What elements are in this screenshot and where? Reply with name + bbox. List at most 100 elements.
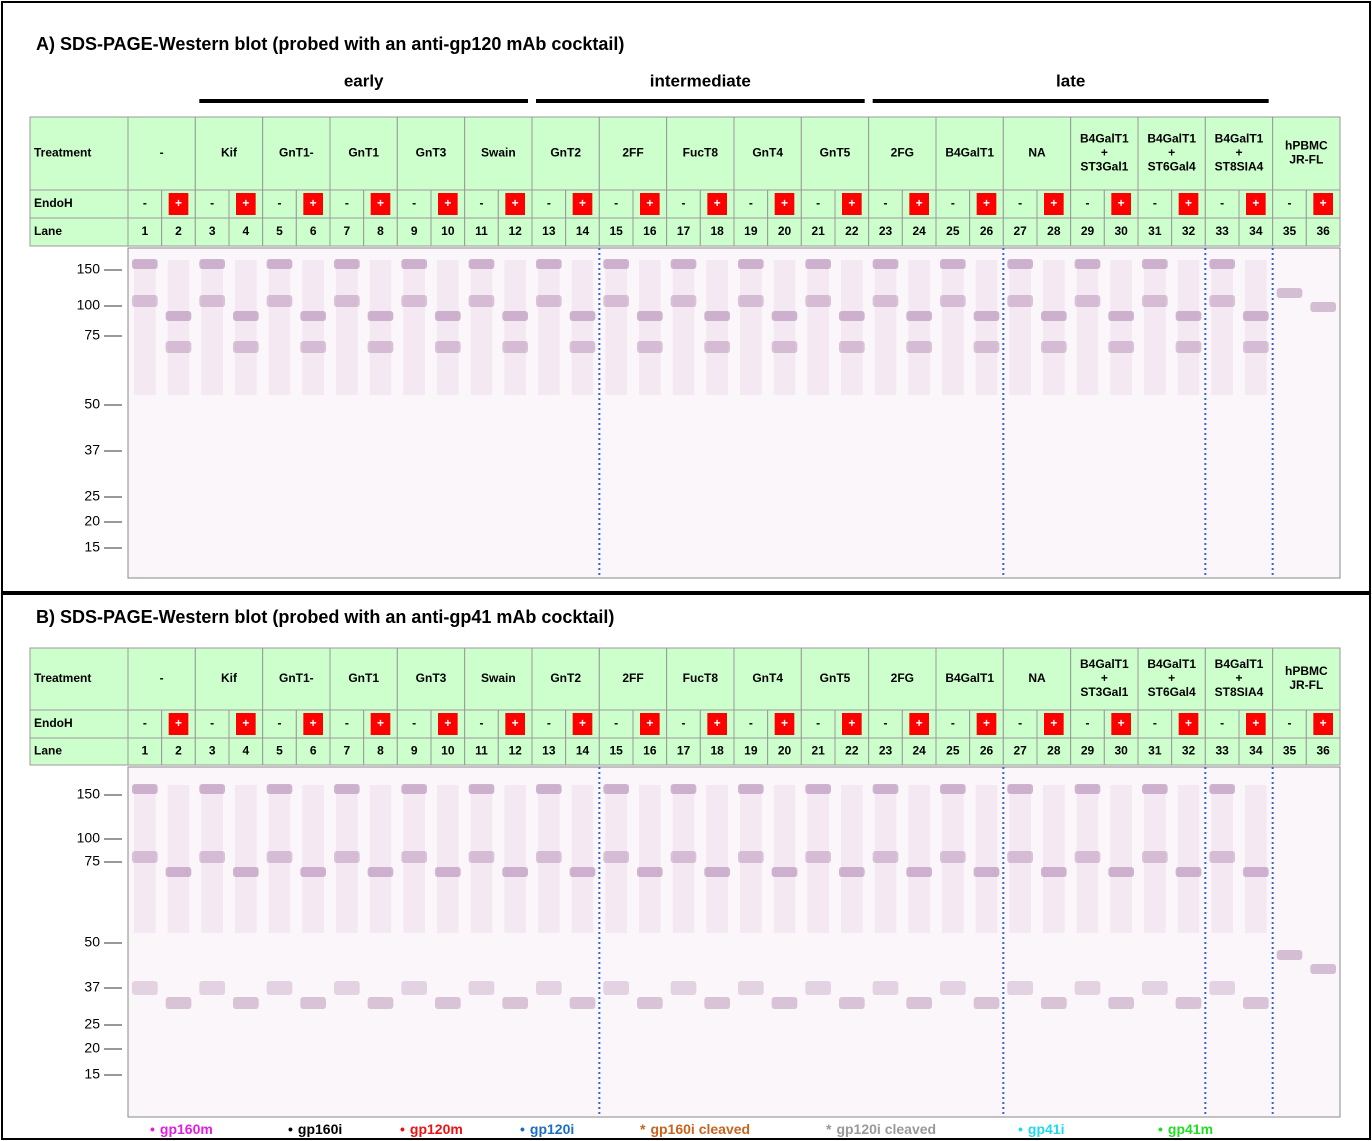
blot-smear [336, 260, 358, 395]
blot-smear [1043, 260, 1065, 395]
mw-label: 100 [77, 297, 101, 313]
lane-label: 24 [912, 224, 926, 238]
row-header: Treatment [34, 146, 91, 160]
lane-label: 30 [1114, 224, 1128, 238]
lane-label: 36 [1316, 744, 1330, 758]
treatment-label: GnT4 [752, 146, 783, 160]
blot-smear [841, 785, 863, 933]
lane-label: 27 [1013, 744, 1027, 758]
endoh-label: - [278, 196, 282, 210]
endoh-label: - [614, 716, 618, 730]
legend-item: •gp160m [150, 1121, 213, 1137]
row-header: EndoH [34, 716, 73, 730]
lane-label: 29 [1081, 744, 1095, 758]
treatment-label: GnT5 [820, 671, 851, 685]
lane-label: 24 [912, 744, 926, 758]
lane-label: 35 [1283, 224, 1297, 238]
blot-smear [201, 260, 223, 395]
endoh-label: + [242, 716, 249, 730]
lane-label: 23 [879, 224, 893, 238]
endoh-label: - [1220, 716, 1224, 730]
blot-smear [1178, 260, 1200, 395]
blot-smear [403, 785, 425, 933]
blot-smear [740, 785, 762, 933]
treatment-label: FucT8 [683, 671, 719, 685]
treatment-label: GnT1- [279, 146, 314, 160]
endoh-label: + [1252, 196, 1259, 210]
lane-label: 5 [276, 744, 283, 758]
blot-smear [774, 260, 796, 395]
treatment-label: NA [1028, 146, 1046, 160]
legend-symbol: * [826, 1121, 832, 1137]
mw-label: 20 [84, 1040, 100, 1056]
blot-band [469, 981, 495, 995]
lane-label: 32 [1182, 744, 1196, 758]
treatment-label: Kif [221, 671, 238, 685]
endoh-label: + [781, 196, 788, 210]
mw-label: 25 [84, 488, 100, 504]
blot-band [704, 997, 730, 1009]
lane-label: 21 [811, 744, 825, 758]
blot-smear [639, 785, 661, 933]
blot-smear [1144, 260, 1166, 395]
blot-smear [706, 260, 728, 395]
legend-label: gp41m [1168, 1121, 1213, 1137]
panel-title: B) SDS-PAGE-Western blot (probed with an… [36, 607, 614, 627]
blot-smear [370, 785, 392, 933]
blot-smear [1110, 785, 1132, 933]
blot-smear [875, 785, 897, 933]
blot-band [1277, 950, 1303, 960]
lane-label: 25 [946, 744, 960, 758]
treatment-label: hPBMCJR-FL [1285, 139, 1328, 167]
treatment-label: GnT2 [550, 146, 581, 160]
endoh-label: - [951, 196, 955, 210]
blot-smear [976, 785, 998, 933]
legend-item: •gp120m [400, 1121, 463, 1137]
lane-label: 12 [508, 744, 522, 758]
blot-smear [605, 260, 627, 395]
endoh-label: - [345, 196, 349, 210]
blot-band [1209, 981, 1235, 995]
blot-band [603, 981, 629, 995]
treatment-label: GnT1 [348, 146, 379, 160]
lane-label: 9 [411, 224, 418, 238]
blot-smear [706, 785, 728, 933]
treatment-label: hPBMCJR-FL [1285, 664, 1328, 692]
treatment-label: B4GalT1 [945, 671, 994, 685]
lane-label: 11 [475, 744, 488, 758]
lane-label: 12 [508, 224, 522, 238]
treatment-label: 2FG [891, 146, 914, 160]
blot-smear [302, 260, 324, 395]
endoh-label: + [175, 196, 182, 210]
blot-band [940, 981, 966, 995]
lane-label: 22 [845, 224, 859, 238]
blot-smear [908, 785, 930, 933]
treatment-label: 2FF [622, 671, 643, 685]
lane-label: 33 [1215, 224, 1229, 238]
legend-symbol: • [288, 1121, 293, 1137]
legend-item: *gp120i cleaved [826, 1121, 936, 1137]
blot-smear [538, 260, 560, 395]
endoh-label: - [951, 716, 955, 730]
lane-label: 10 [441, 744, 455, 758]
endoh-label: + [579, 196, 586, 210]
endoh-label: - [1086, 716, 1090, 730]
legend-symbol: * [640, 1121, 646, 1137]
legend-label: gp120i cleaved [836, 1121, 936, 1137]
blot-band [1176, 997, 1202, 1009]
treatment-label: GnT3 [416, 671, 447, 685]
blot-smear [1009, 260, 1031, 395]
blot-band [166, 997, 192, 1009]
blot-smear [807, 785, 829, 933]
blot-smear [403, 260, 425, 395]
lane-label: 15 [609, 224, 623, 238]
blot-smear [201, 785, 223, 933]
endoh-label: + [916, 196, 923, 210]
blot-band [233, 997, 259, 1009]
treatment-label: GnT1- [279, 671, 314, 685]
endoh-label: + [714, 716, 721, 730]
blot-smear [1110, 260, 1132, 395]
legend-item: *gp160i cleaved [640, 1121, 750, 1137]
endoh-label: + [444, 716, 451, 730]
endoh-label: - [1086, 196, 1090, 210]
